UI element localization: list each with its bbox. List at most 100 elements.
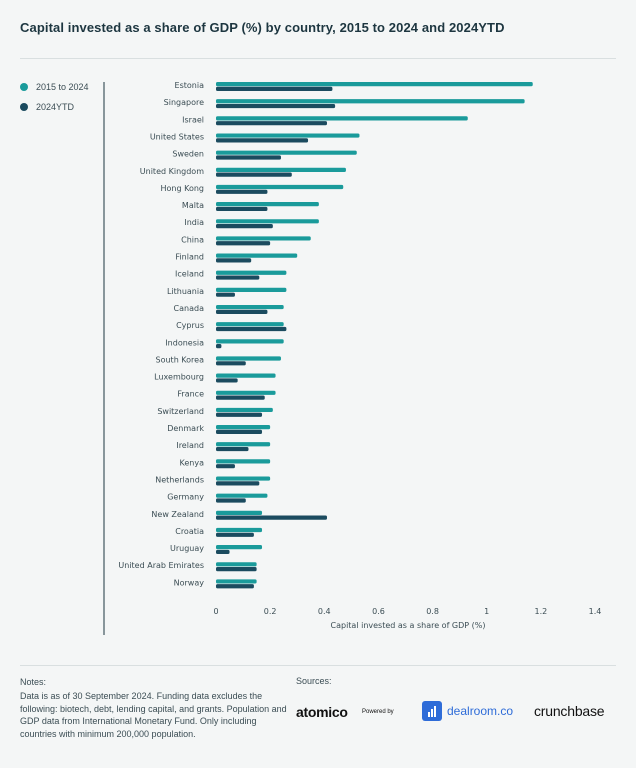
bar-2024ytd — [216, 584, 254, 589]
bar-2015-2024 — [216, 459, 271, 464]
bar-2015-2024 — [216, 356, 281, 361]
category-label: Israel — [182, 115, 204, 124]
bar-2024ytd — [216, 138, 309, 143]
category-label: Lithuania — [167, 287, 204, 296]
category-label: Luxembourg — [154, 373, 204, 382]
bar-2015-2024 — [216, 442, 271, 447]
legend-item-2015-2024: 2015 to 2024 — [20, 82, 89, 92]
dealroom-logo: dealroom.co — [422, 701, 513, 721]
bar-2024ytd — [216, 172, 292, 177]
bar-2024ytd — [216, 361, 246, 366]
bar-2015-2024 — [216, 527, 263, 533]
bar-2024ytd — [216, 481, 260, 486]
bar-2024ytd — [216, 464, 235, 469]
bar-2024ytd — [216, 567, 257, 572]
category-label: Croatia — [175, 527, 204, 536]
bar-2024ytd — [216, 326, 287, 332]
bar-2015-2024 — [216, 287, 287, 292]
bar-2015-2024 — [216, 270, 287, 275]
category-label: New Zealand — [151, 510, 204, 519]
category-label: Cyprus — [176, 321, 204, 330]
bar-2015-2024 — [216, 219, 319, 224]
bar-2015-2024 — [216, 236, 311, 241]
category-label: United Kingdom — [140, 167, 204, 176]
bar-2015-2024 — [216, 133, 360, 138]
legend-dot-icon — [20, 83, 28, 91]
x-tick-label: 0.4 — [318, 607, 331, 616]
legend-label: 2024YTD — [36, 102, 75, 112]
atomico-logo: atomico — [296, 704, 348, 720]
category-label: Iceland — [175, 270, 204, 279]
category-label: Finland — [175, 253, 204, 262]
footer-divider — [20, 665, 616, 666]
bar-2024ytd — [216, 395, 265, 400]
bar-2024ytd — [216, 189, 268, 194]
bar-2024ytd — [216, 549, 230, 555]
bar-2024ytd — [216, 429, 263, 434]
category-label: Switzerland — [157, 407, 204, 416]
bar-2015-2024 — [216, 202, 319, 207]
notes-title: Notes: — [20, 677, 47, 687]
bar-2015-2024 — [216, 339, 284, 344]
dealroom-icon — [422, 701, 442, 721]
bar-2015-2024 — [216, 304, 284, 310]
bar-2015-2024 — [216, 99, 525, 104]
x-tick-label: 0.8 — [426, 607, 439, 616]
bar-2015-2024 — [216, 476, 271, 481]
notes-text: Data is as of 30 September 2024. Funding… — [20, 691, 287, 739]
bar-2024ytd — [216, 412, 263, 417]
category-label: Canada — [174, 304, 205, 313]
bar-2024ytd — [216, 258, 252, 263]
bar-2015-2024 — [216, 407, 273, 413]
bar-2024ytd — [216, 515, 327, 520]
bar-2024ytd — [216, 155, 281, 160]
bar-2024ytd — [216, 224, 273, 229]
x-tick-label: 0 — [213, 607, 218, 616]
category-label: Netherlands — [155, 475, 204, 484]
x-tick-label: 0.6 — [372, 607, 385, 616]
category-label: China — [181, 235, 204, 244]
bar-2015-2024 — [216, 184, 344, 190]
chart-title: Capital invested as a share of GDP (%) b… — [20, 20, 505, 35]
bar-2015-2024 — [216, 322, 284, 327]
legend-item-2024ytd: 2024YTD — [20, 102, 89, 112]
x-tick-label: 0.2 — [264, 607, 277, 616]
category-label: United States — [150, 132, 204, 141]
notes: Notes: Data is as of 30 September 2024. … — [20, 676, 290, 740]
bar-2015-2024 — [216, 425, 271, 430]
bar-2024ytd — [216, 103, 336, 109]
category-label: Ireland — [176, 441, 204, 450]
category-label: Uruguay — [170, 544, 204, 553]
category-label: Germany — [167, 493, 204, 502]
category-label: Indonesia — [165, 338, 204, 347]
title-divider — [20, 58, 616, 59]
bar-2024ytd — [216, 498, 246, 503]
bar-2015-2024 — [216, 545, 263, 550]
bar-2015-2024 — [216, 390, 276, 395]
category-label: Singapore — [164, 98, 204, 107]
category-label: Hong Kong — [161, 184, 205, 193]
category-label: Estonia — [175, 81, 205, 90]
bar-2015-2024 — [216, 150, 357, 155]
source-logos: atomico Powered by dealroom.co crunchbas… — [296, 700, 626, 726]
bar-2024ytd — [216, 378, 238, 383]
sources-title: Sources: — [296, 676, 332, 686]
bar-2024ytd — [216, 309, 268, 314]
x-tick-label: 1.4 — [589, 607, 602, 616]
legend-label: 2015 to 2024 — [36, 82, 89, 92]
x-tick-label: 1.2 — [534, 607, 547, 616]
bar-2024ytd — [216, 532, 254, 537]
bar-2024ytd — [216, 275, 260, 280]
bar-2015-2024 — [216, 116, 468, 121]
bar-2015-2024 — [216, 373, 276, 378]
crunchbase-logo: crunchbase — [534, 703, 605, 719]
category-label: Sweden — [172, 150, 204, 159]
bar-2024ytd — [216, 344, 222, 349]
category-label: South Korea — [156, 355, 205, 364]
bar-2015-2024 — [216, 493, 268, 498]
legend-dot-icon — [20, 103, 28, 111]
bar-2024ytd — [216, 86, 333, 91]
bar-2024ytd — [216, 241, 271, 246]
bar-2015-2024 — [216, 562, 257, 567]
bar-2015-2024 — [216, 167, 346, 172]
